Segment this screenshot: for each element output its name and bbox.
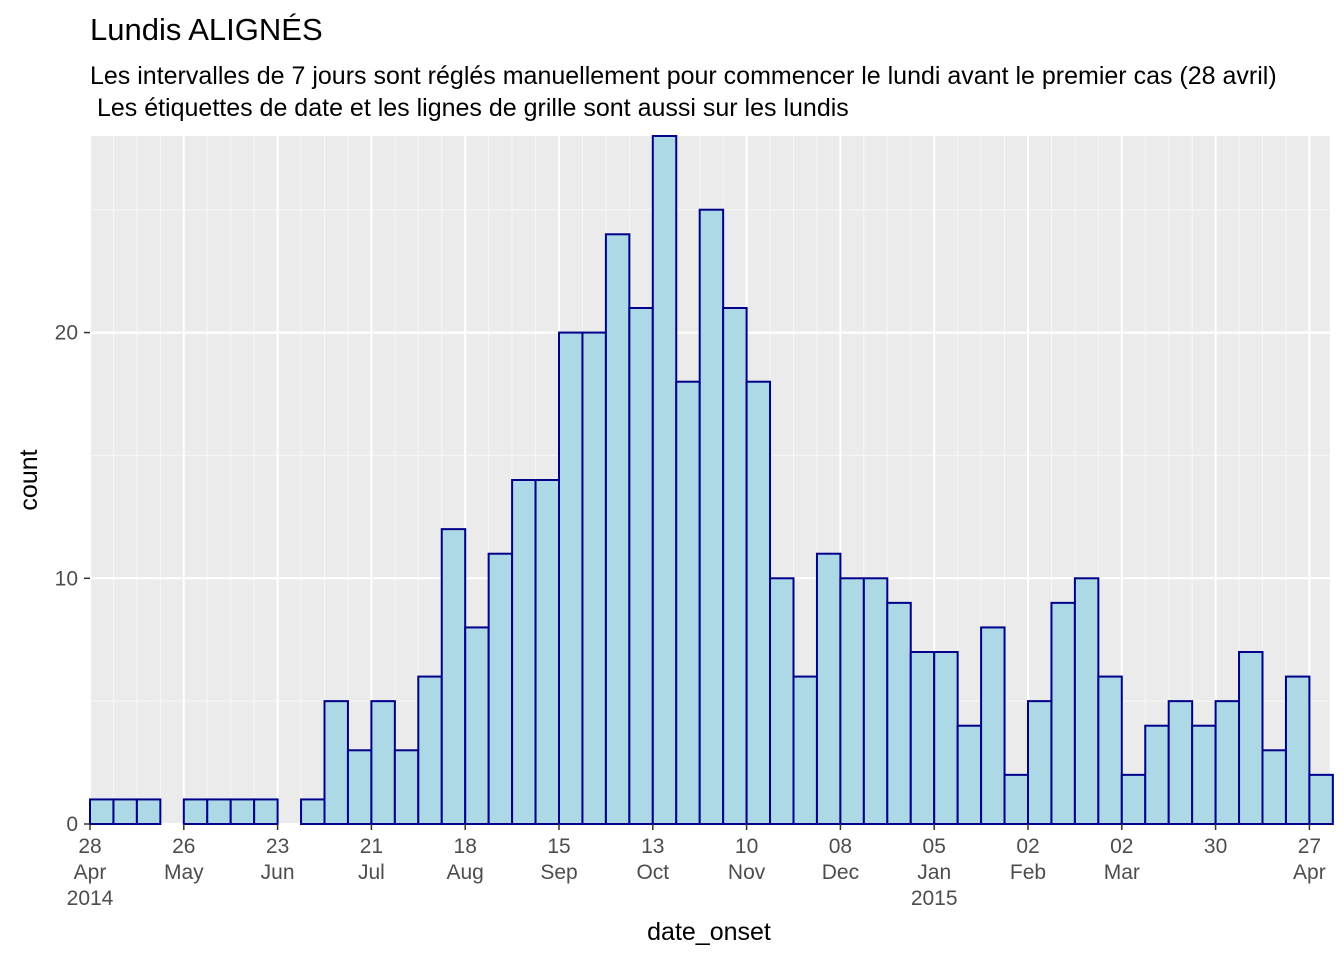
histogram-bar [112, 798, 138, 826]
x-tick-label: Apr [74, 861, 107, 884]
histogram-bar [253, 798, 279, 826]
histogram-bar [839, 577, 865, 825]
histogram-bar [769, 577, 795, 825]
histogram-bar [1238, 651, 1264, 825]
histogram-bar [956, 724, 983, 826]
x-tick-label: Sep [540, 861, 577, 884]
histogram-bar [182, 798, 209, 826]
histogram-bar [933, 651, 959, 825]
histogram-bar [323, 700, 349, 826]
histogram-bar [417, 675, 443, 825]
histogram-bar [135, 798, 162, 826]
chart-subtitle-line-2: Les étiquettes de date et les lignes de … [90, 94, 849, 122]
histogram-bar [440, 528, 467, 826]
histogram-bar [1144, 724, 1170, 826]
histogram-bar [651, 135, 678, 825]
x-tick-label: 30 [1204, 835, 1227, 858]
x-tick-label: 2014 [67, 887, 114, 910]
x-tick-label: Apr [1293, 861, 1326, 884]
x-tick-label: 02 [1110, 835, 1133, 858]
y-axis-title: count [15, 449, 43, 510]
histogram-bar [628, 307, 654, 825]
histogram-bar [745, 380, 772, 825]
x-tick-label: Jan [917, 861, 951, 884]
x-tick-label: Jul [358, 861, 385, 884]
histogram-bar [206, 798, 232, 826]
histogram-bar [393, 749, 420, 825]
x-tick-label: 13 [641, 835, 664, 858]
bars-group [89, 135, 1334, 826]
chart-title: Lundis ALIGNÉS [90, 12, 323, 47]
histogram-bar [1050, 601, 1076, 825]
histogram-bar [1120, 773, 1147, 825]
x-axis-title: date_onset [647, 918, 771, 946]
x-tick-label: Dec [822, 861, 859, 884]
histogram-bar [886, 601, 912, 825]
histogram-bar [909, 651, 936, 825]
histogram-bar [89, 798, 115, 826]
histogram-bar [980, 626, 1006, 826]
histogram-bar [1167, 700, 1194, 826]
histogram-bar [1261, 749, 1287, 825]
histogram-bar [1097, 675, 1123, 825]
histogram-bar [1191, 724, 1217, 826]
histogram-bar [534, 479, 560, 825]
histogram-bar [1214, 700, 1241, 826]
histogram-bar [464, 626, 490, 826]
x-tick-label: Jun [261, 861, 295, 884]
x-axis: 28 Apr 2014 26 May 23 Jun 21 Jul 18 Aug 15 Sep 13 Oct 1… [67, 824, 1326, 910]
histogram-bar [862, 577, 889, 825]
y-axis: 0 10 20 [55, 322, 90, 836]
histogram-bar [675, 380, 701, 825]
histogram-bar [229, 798, 256, 826]
x-tick-label: Mar [1104, 861, 1140, 884]
y-tick-label: 0 [66, 813, 78, 836]
histogram-bar [722, 307, 748, 825]
histogram-bar [604, 233, 631, 826]
histogram-bar [346, 749, 373, 825]
histogram-bar [558, 331, 584, 825]
histogram-bar [698, 208, 725, 825]
x-tick-label: Oct [636, 861, 669, 884]
x-tick-label: 02 [1016, 835, 1039, 858]
x-tick-label: 26 [172, 835, 195, 858]
x-tick-label: 18 [454, 835, 477, 858]
histogram-bar [1308, 773, 1334, 825]
x-tick-label: Nov [728, 861, 766, 884]
histogram-bar [511, 479, 537, 825]
histogram-bar [1027, 700, 1053, 826]
histogram-bar [581, 331, 607, 825]
x-tick-label: 2015 [911, 887, 958, 910]
x-tick-label: Aug [447, 861, 484, 884]
histogram-bar [1003, 773, 1029, 825]
x-tick-label: 10 [735, 835, 758, 858]
chart-subtitle-line-1: Les intervalles de 7 jours sont réglés m… [90, 62, 1277, 90]
x-tick-label: Feb [1010, 861, 1046, 884]
x-tick-label: 23 [266, 835, 289, 858]
x-tick-label: 27 [1298, 835, 1321, 858]
x-tick-label: 28 [78, 835, 101, 858]
histogram-bar [370, 700, 396, 826]
x-tick-label: May [164, 861, 204, 884]
histogram-bar [815, 552, 842, 825]
x-tick-label: 08 [829, 835, 852, 858]
x-tick-label: 05 [923, 835, 946, 858]
histogram-bar [1073, 577, 1100, 825]
y-tick-label: 20 [55, 322, 78, 345]
histogram-bar [792, 675, 818, 825]
histogram-bar [487, 552, 514, 825]
histogram-bar [1284, 675, 1311, 825]
x-tick-label: 21 [360, 835, 383, 858]
y-tick-label: 10 [55, 567, 78, 590]
histogram-bar [300, 798, 326, 826]
x-tick-label: 15 [547, 835, 570, 858]
